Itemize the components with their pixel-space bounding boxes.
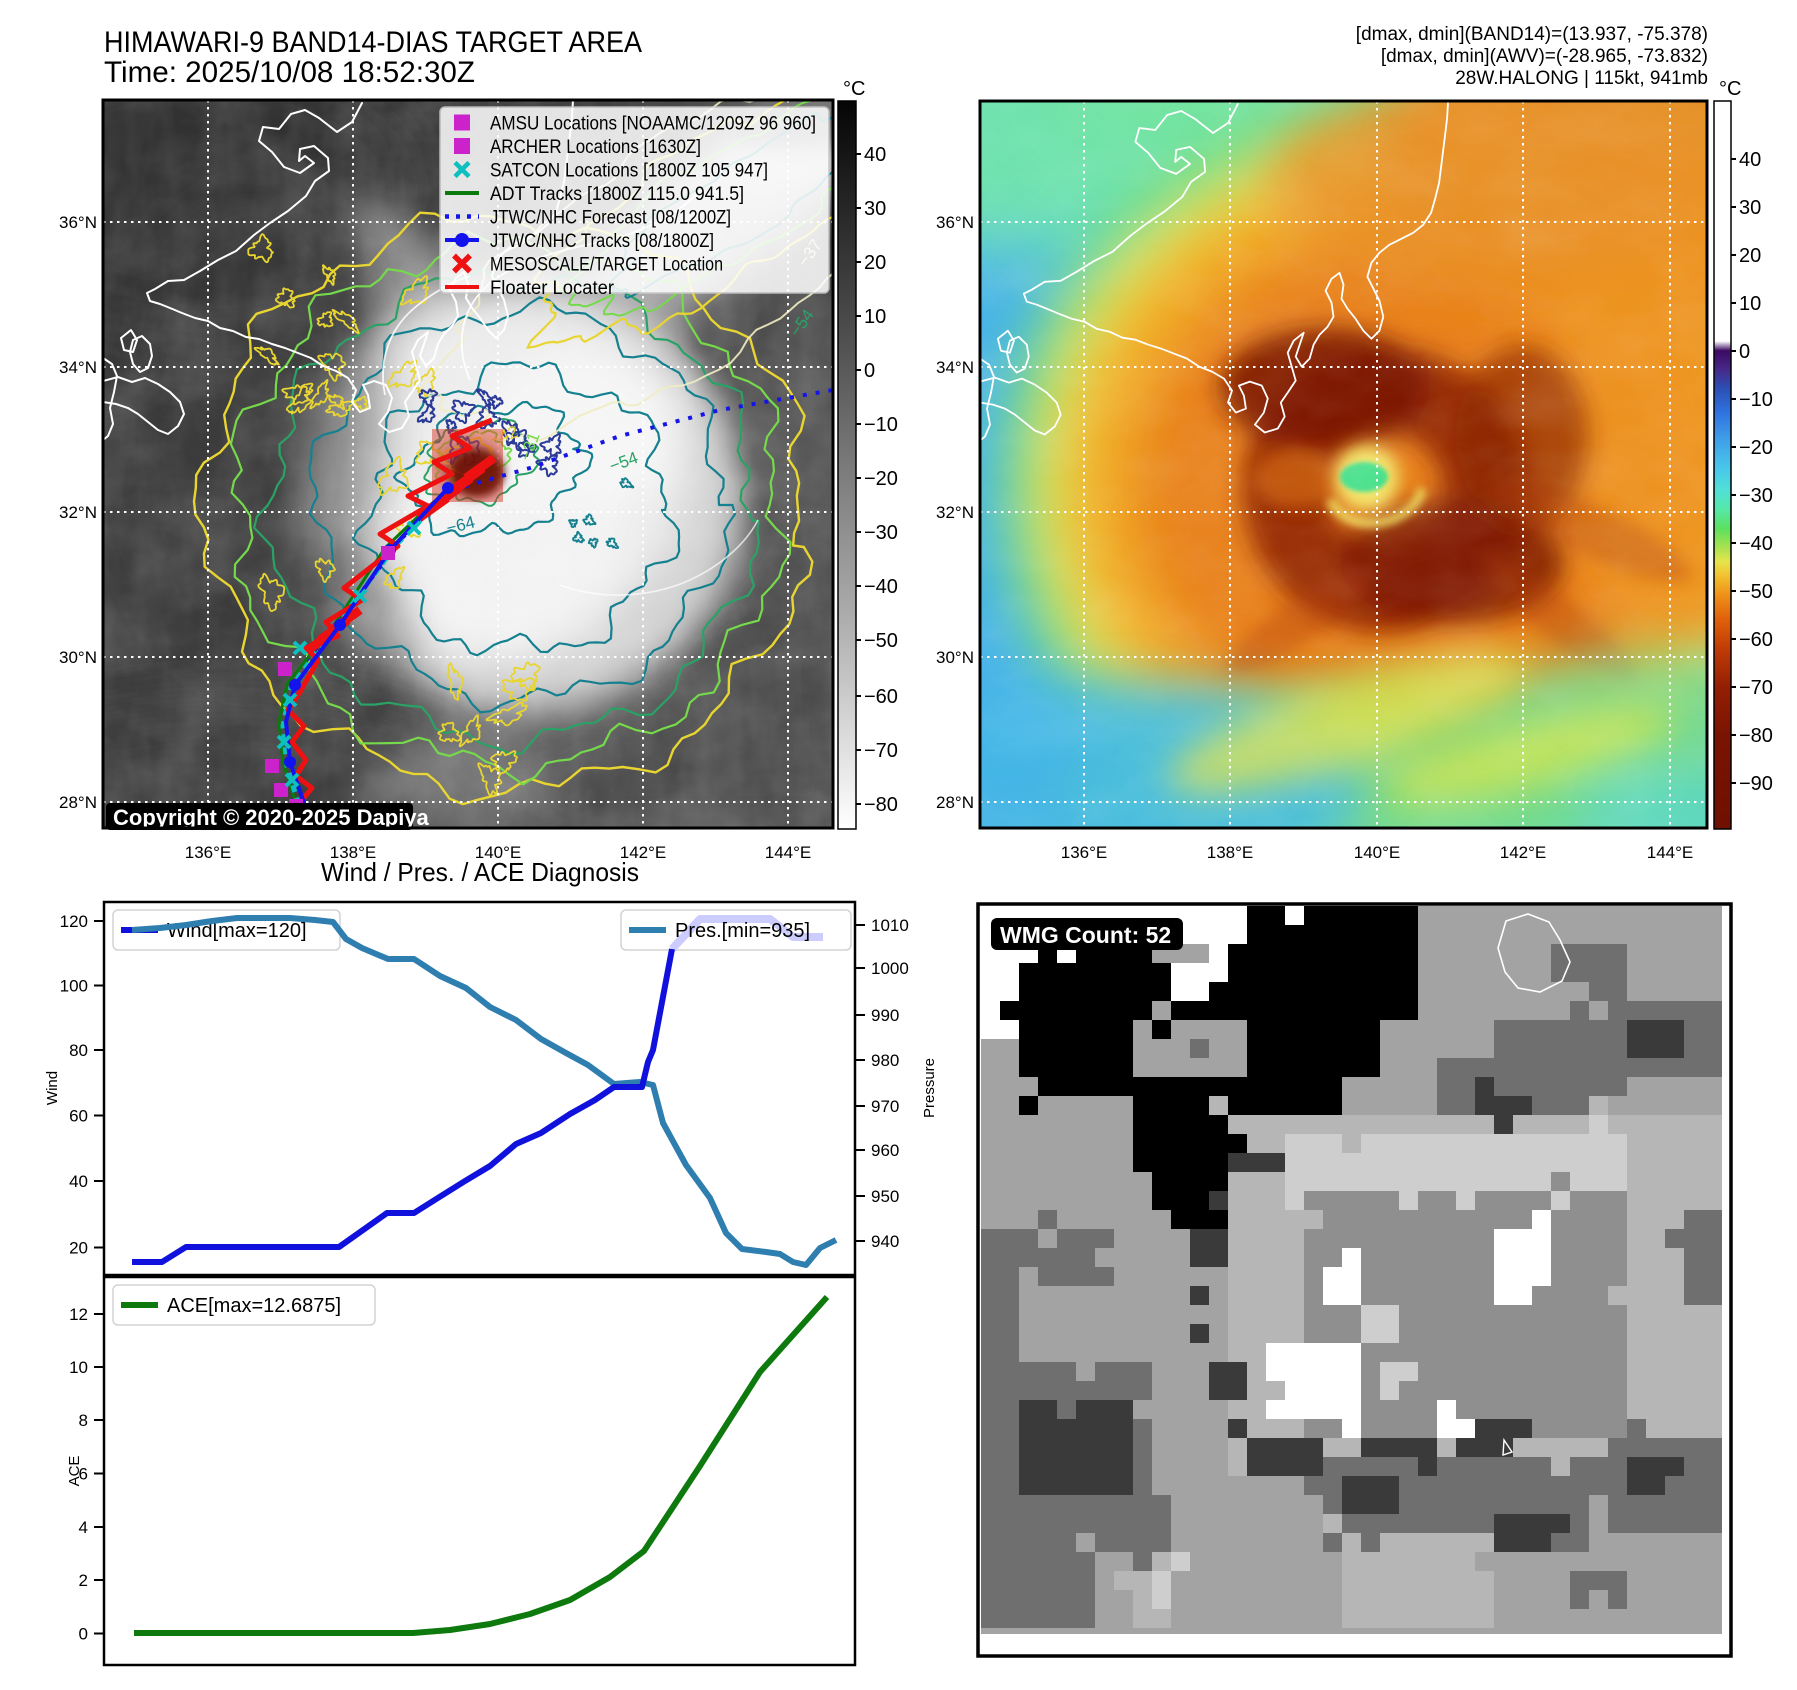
svg-text:−10: −10 — [1739, 389, 1773, 411]
svg-text:−30: −30 — [864, 522, 898, 544]
svg-text:−80: −80 — [864, 794, 898, 816]
svg-text:120: 120 — [60, 912, 88, 931]
svg-text:80: 80 — [69, 1041, 88, 1060]
svg-text:ACE[max=12.6875]: ACE[max=12.6875] — [167, 1295, 341, 1317]
svg-text:40: 40 — [1739, 149, 1761, 171]
svg-text:136°E: 136°E — [1061, 843, 1108, 862]
svg-text:40: 40 — [69, 1172, 88, 1191]
svg-text:ACE: ACE — [66, 1456, 83, 1487]
svg-text:−60: −60 — [864, 686, 898, 708]
svg-text:AMSU Locations [NOAAMC/1209Z 9: AMSU Locations [NOAAMC/1209Z 96 960] — [490, 114, 816, 135]
svg-text:−40: −40 — [864, 576, 898, 598]
svg-text:34°N: 34°N — [936, 358, 974, 377]
svg-text:100: 100 — [60, 977, 88, 996]
svg-text:−60: −60 — [1739, 629, 1773, 651]
svg-text:−20: −20 — [864, 468, 898, 490]
svg-text:Wind: Wind — [44, 1071, 61, 1105]
svg-text:°C: °C — [843, 78, 865, 100]
svg-text:[dmax, dmin](BAND14)=(13.937,: [dmax, dmin](BAND14)=(13.937, -75.378) — [1356, 24, 1708, 45]
svg-text:10: 10 — [1739, 293, 1761, 315]
svg-text:ADT Tracks [1800Z 115.0 941.5]: ADT Tracks [1800Z 115.0 941.5] — [490, 184, 744, 205]
svg-text:980: 980 — [871, 1051, 899, 1070]
svg-text:Time: 2025/10/08 18:52:30Z: Time: 2025/10/08 18:52:30Z — [104, 56, 475, 89]
svg-text:990: 990 — [871, 1006, 899, 1025]
svg-text:10: 10 — [69, 1358, 88, 1377]
svg-text:30°N: 30°N — [59, 648, 97, 667]
svg-text:−50: −50 — [1739, 581, 1773, 603]
svg-text:28W.HALONG | 115kt, 941mb: 28W.HALONG | 115kt, 941mb — [1455, 68, 1708, 89]
svg-text:30: 30 — [1739, 197, 1761, 219]
svg-text:SATCON Locations [1800Z 105 94: SATCON Locations [1800Z 105 947] — [490, 161, 768, 182]
svg-text:0: 0 — [864, 360, 875, 382]
svg-text:−70: −70 — [1739, 677, 1773, 699]
svg-text:138°E: 138°E — [330, 843, 377, 862]
svg-text:0: 0 — [79, 1625, 88, 1644]
svg-text:−50: −50 — [864, 630, 898, 652]
svg-text:140°E: 140°E — [1354, 843, 1401, 862]
svg-text:[dmax, dmin](AWV)=(-28.965, -7: [dmax, dmin](AWV)=(-28.965, -73.832) — [1381, 46, 1708, 67]
svg-text:−40: −40 — [1739, 533, 1773, 555]
svg-text:−10: −10 — [864, 414, 898, 436]
svg-text:960: 960 — [871, 1141, 899, 1160]
svg-text:Pres.[min=935]: Pres.[min=935] — [675, 920, 810, 942]
svg-text:1010: 1010 — [871, 916, 909, 935]
svg-text:30°N: 30°N — [936, 648, 974, 667]
svg-text:20: 20 — [69, 1239, 88, 1258]
svg-text:MESOSCALE/TARGET Location: MESOSCALE/TARGET Location — [490, 255, 723, 276]
svg-text:Wind / Pres. / ACE Diagnosis: Wind / Pres. / ACE Diagnosis — [321, 857, 639, 887]
svg-text:6: 6 — [79, 1465, 88, 1484]
svg-text:−90: −90 — [1739, 773, 1773, 795]
svg-text:10: 10 — [864, 306, 886, 328]
svg-text:°C: °C — [1719, 78, 1741, 100]
svg-text:142°E: 142°E — [1500, 843, 1547, 862]
svg-text:144°E: 144°E — [765, 843, 812, 862]
svg-text:32°N: 32°N — [59, 503, 97, 522]
svg-text:−80: −80 — [1739, 725, 1773, 747]
svg-text:1000: 1000 — [871, 959, 909, 978]
svg-text:30: 30 — [864, 198, 886, 220]
svg-text:28°N: 28°N — [936, 793, 974, 812]
svg-text:138°E: 138°E — [1207, 843, 1254, 862]
svg-text:Pressure: Pressure — [921, 1058, 938, 1118]
svg-text:136°E: 136°E — [185, 843, 232, 862]
svg-text:JTWC/NHC Tracks [08/1800Z]: JTWC/NHC Tracks [08/1800Z] — [490, 231, 714, 252]
svg-text:970: 970 — [871, 1097, 899, 1116]
svg-text:WMG Count: 52: WMG Count: 52 — [1000, 922, 1171, 948]
svg-text:20: 20 — [864, 252, 886, 274]
svg-text:28°N: 28°N — [59, 793, 97, 812]
svg-text:950: 950 — [871, 1187, 899, 1206]
svg-text:2: 2 — [79, 1571, 88, 1590]
svg-text:Floater Locater: Floater Locater — [490, 278, 615, 299]
svg-text:0: 0 — [1739, 341, 1750, 363]
svg-text:ARCHER Locations [1630Z]: ARCHER Locations [1630Z] — [490, 137, 701, 158]
svg-text:60: 60 — [69, 1107, 88, 1126]
svg-text:Copyright © 2020-2025 Dapiya: Copyright © 2020-2025 Dapiya — [113, 805, 430, 830]
svg-text:−70: −70 — [864, 740, 898, 762]
svg-text:−20: −20 — [1739, 437, 1773, 459]
svg-text:HIMAWARI-9 BAND14-DIAS TARGET: HIMAWARI-9 BAND14-DIAS TARGET AREA — [104, 26, 642, 59]
svg-text:40: 40 — [864, 144, 886, 166]
svg-text:−30: −30 — [1739, 485, 1773, 507]
svg-text:34°N: 34°N — [59, 358, 97, 377]
svg-text:36°N: 36°N — [936, 213, 974, 232]
svg-text:8: 8 — [79, 1411, 88, 1430]
svg-text:940: 940 — [871, 1232, 899, 1251]
svg-text:4: 4 — [79, 1518, 88, 1537]
svg-text:12: 12 — [69, 1305, 88, 1324]
svg-text:20: 20 — [1739, 245, 1761, 267]
svg-text:144°E: 144°E — [1647, 843, 1694, 862]
svg-text:142°E: 142°E — [620, 843, 667, 862]
svg-text:140°E: 140°E — [475, 843, 522, 862]
svg-text:32°N: 32°N — [936, 503, 974, 522]
svg-text:JTWC/NHC Forecast [08/1200Z]: JTWC/NHC Forecast [08/1200Z] — [490, 208, 731, 229]
svg-text:36°N: 36°N — [59, 213, 97, 232]
